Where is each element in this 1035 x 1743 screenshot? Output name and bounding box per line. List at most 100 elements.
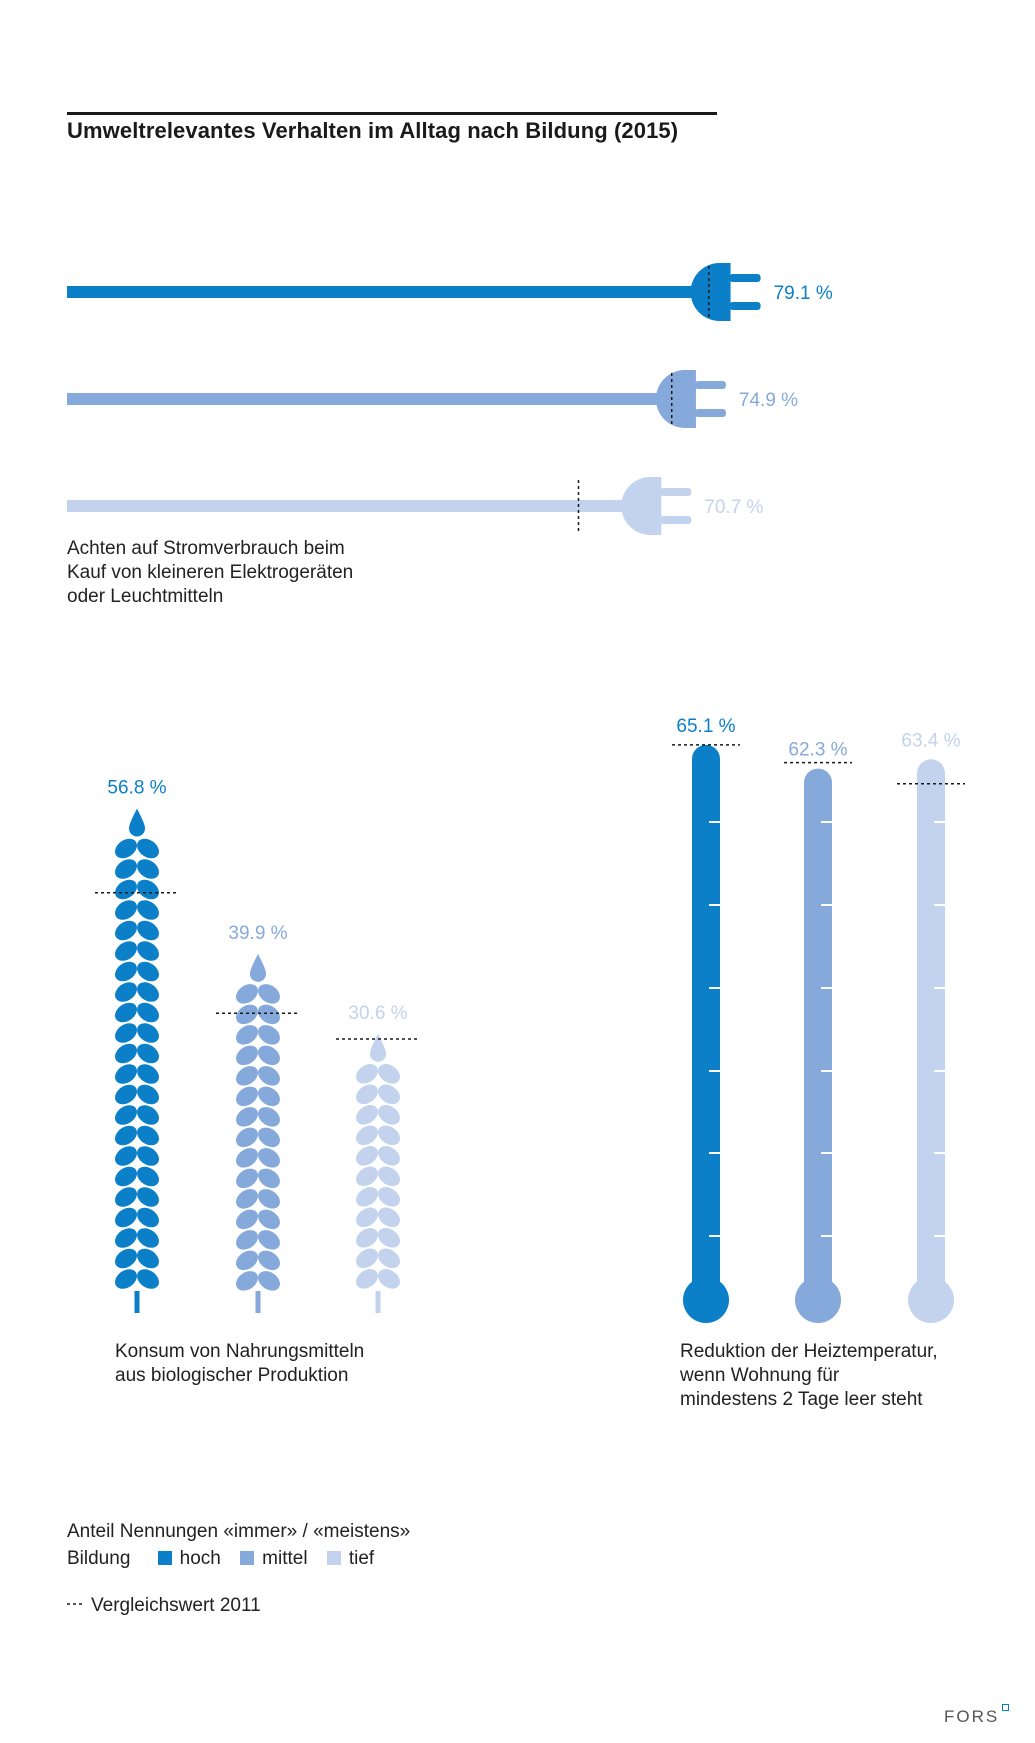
wheat-grain-right xyxy=(378,1207,400,1228)
legend-label-hoch: hoch xyxy=(179,1548,221,1569)
wheat-grain-left xyxy=(236,1004,258,1025)
wheat-grain-left xyxy=(115,838,137,859)
plug-body-neck xyxy=(718,263,731,321)
wheat-grain-right xyxy=(258,1189,280,1209)
wheat-grain-right xyxy=(378,1105,400,1125)
wheat-grain-right xyxy=(137,1105,159,1125)
wheat-grain-left xyxy=(356,1125,378,1146)
wheat-grain-left xyxy=(236,1189,258,1209)
wheat-grain-right xyxy=(137,941,159,961)
wheat-grain-left xyxy=(115,1269,137,1289)
wheat-grain-right xyxy=(137,859,159,879)
thermometer-tube xyxy=(917,759,945,1300)
chart-title: Umweltrelevantes Verhalten im Alltag nac… xyxy=(67,118,679,143)
thermometer-icon xyxy=(908,759,954,1323)
thermometer-tube xyxy=(692,744,720,1300)
wheat-grain-left xyxy=(115,1105,137,1125)
wheat-grain-left xyxy=(356,1166,378,1187)
wheat-grain-left xyxy=(356,1269,378,1289)
wheat-grain-left xyxy=(356,1187,378,1207)
wheat-grain-right xyxy=(258,1066,280,1086)
wheat-grain-left xyxy=(236,1230,258,1250)
caption-line: Reduktion der Heiztemperatur, xyxy=(680,1341,938,1362)
plug-body-neck xyxy=(683,370,696,428)
dashed-line-icon xyxy=(67,1603,85,1605)
wheat-grain-right xyxy=(137,1064,159,1084)
plug-body xyxy=(621,477,651,535)
wheat-grain-right xyxy=(378,1248,400,1269)
wheat-stem xyxy=(255,1291,261,1313)
wheat-grain-right xyxy=(258,1004,280,1025)
thermometer-bulb xyxy=(795,1277,841,1323)
wheat-grain-right xyxy=(137,1166,159,1187)
wheat-grain-right xyxy=(258,1209,280,1230)
plug-cable-bar-mittel xyxy=(67,393,686,405)
plug-prong-lower xyxy=(729,302,761,310)
wheat-grain-right xyxy=(137,920,159,941)
wheat-grain-left xyxy=(356,1146,378,1166)
plug-icon xyxy=(690,263,761,321)
wheat-grain-right xyxy=(137,1002,159,1023)
wheat-grain-left xyxy=(115,1064,137,1084)
thermometer-bulb xyxy=(908,1277,954,1323)
wheat-grain-right xyxy=(137,1084,159,1105)
wheat-grain-right xyxy=(258,1086,280,1107)
thermometer-chart-caption: Reduktion der Heiztemperatur, wenn Wohnu… xyxy=(680,1340,938,1412)
plug-prong-upper xyxy=(729,274,761,282)
legend-bildung-row: Bildung hoch mittel tief xyxy=(67,1548,374,1570)
value-label-wheat-hoch: 56.8 % xyxy=(107,778,166,799)
thermometer-icon xyxy=(683,744,729,1323)
plug-prong-lower xyxy=(694,409,726,417)
wheat-grain-left xyxy=(115,900,137,920)
wheat-grain-left xyxy=(236,1025,258,1045)
wheat-grain-left xyxy=(236,1148,258,1168)
wheat-grain-left xyxy=(356,1064,378,1084)
caption-line: aus biologischer Produktion xyxy=(115,1365,349,1386)
wheat-grain-left xyxy=(236,1209,258,1230)
wheat-grain-right xyxy=(137,982,159,1002)
wheat-stem xyxy=(375,1291,381,1313)
legend-swatch-tief xyxy=(326,1551,341,1565)
wheat-grain-right xyxy=(378,1228,400,1248)
wheat-grain-left xyxy=(236,1107,258,1127)
wheat-grain-right xyxy=(258,1148,280,1168)
plug-icon xyxy=(655,370,726,428)
wheat-grain-right xyxy=(258,984,280,1004)
wheat-grain-left xyxy=(115,1043,137,1064)
fors-logo-square-icon xyxy=(1002,1704,1009,1711)
legend-label-mittel: mittel xyxy=(262,1548,308,1569)
wheat-grain-right xyxy=(258,1230,280,1250)
wheat-grain-right xyxy=(137,1125,159,1146)
wheat-grain-left xyxy=(115,1023,137,1043)
wheat-grain-left xyxy=(115,859,137,879)
wheat-grain-right xyxy=(258,1127,280,1148)
wheat-grain-right xyxy=(378,1269,400,1289)
wheat-top-grain xyxy=(250,953,266,982)
wheat-icon xyxy=(115,808,159,1313)
wheat-grain-left xyxy=(356,1084,378,1105)
caption-line: mindestens 2 Tage leer steht xyxy=(680,1389,923,1410)
wheat-grain-right xyxy=(258,1045,280,1066)
wheat-grain-left xyxy=(115,1228,137,1248)
caption-line: oder Leuchtmitteln xyxy=(67,586,224,607)
wheat-top-grain xyxy=(370,1033,386,1062)
wheat-grain-left xyxy=(236,1086,258,1107)
plug-icon xyxy=(621,477,692,535)
plug-prong-lower xyxy=(660,516,692,524)
wheat-grain-left xyxy=(115,1002,137,1023)
wheat-grain-right xyxy=(137,1023,159,1043)
wheat-grain-left xyxy=(236,1168,258,1189)
wheat-grain-left xyxy=(115,1166,137,1187)
wheat-grain-left xyxy=(115,1125,137,1146)
wheat-top-grain xyxy=(129,808,145,837)
wheat-grain-right xyxy=(378,1146,400,1166)
wheat-grain-left xyxy=(356,1207,378,1228)
wheat-icon xyxy=(356,1033,400,1313)
wheat-grain-right xyxy=(137,1248,159,1269)
wheat-grain-right xyxy=(258,1250,280,1271)
wheat-grain-right xyxy=(137,961,159,982)
wheat-grain-left xyxy=(115,1248,137,1269)
legend-heading: Anteil Nennungen «immer» / «meistens» xyxy=(67,1521,411,1542)
value-label-wheat-mittel: 39.9 % xyxy=(228,923,287,944)
wheat-grain-right xyxy=(378,1125,400,1146)
